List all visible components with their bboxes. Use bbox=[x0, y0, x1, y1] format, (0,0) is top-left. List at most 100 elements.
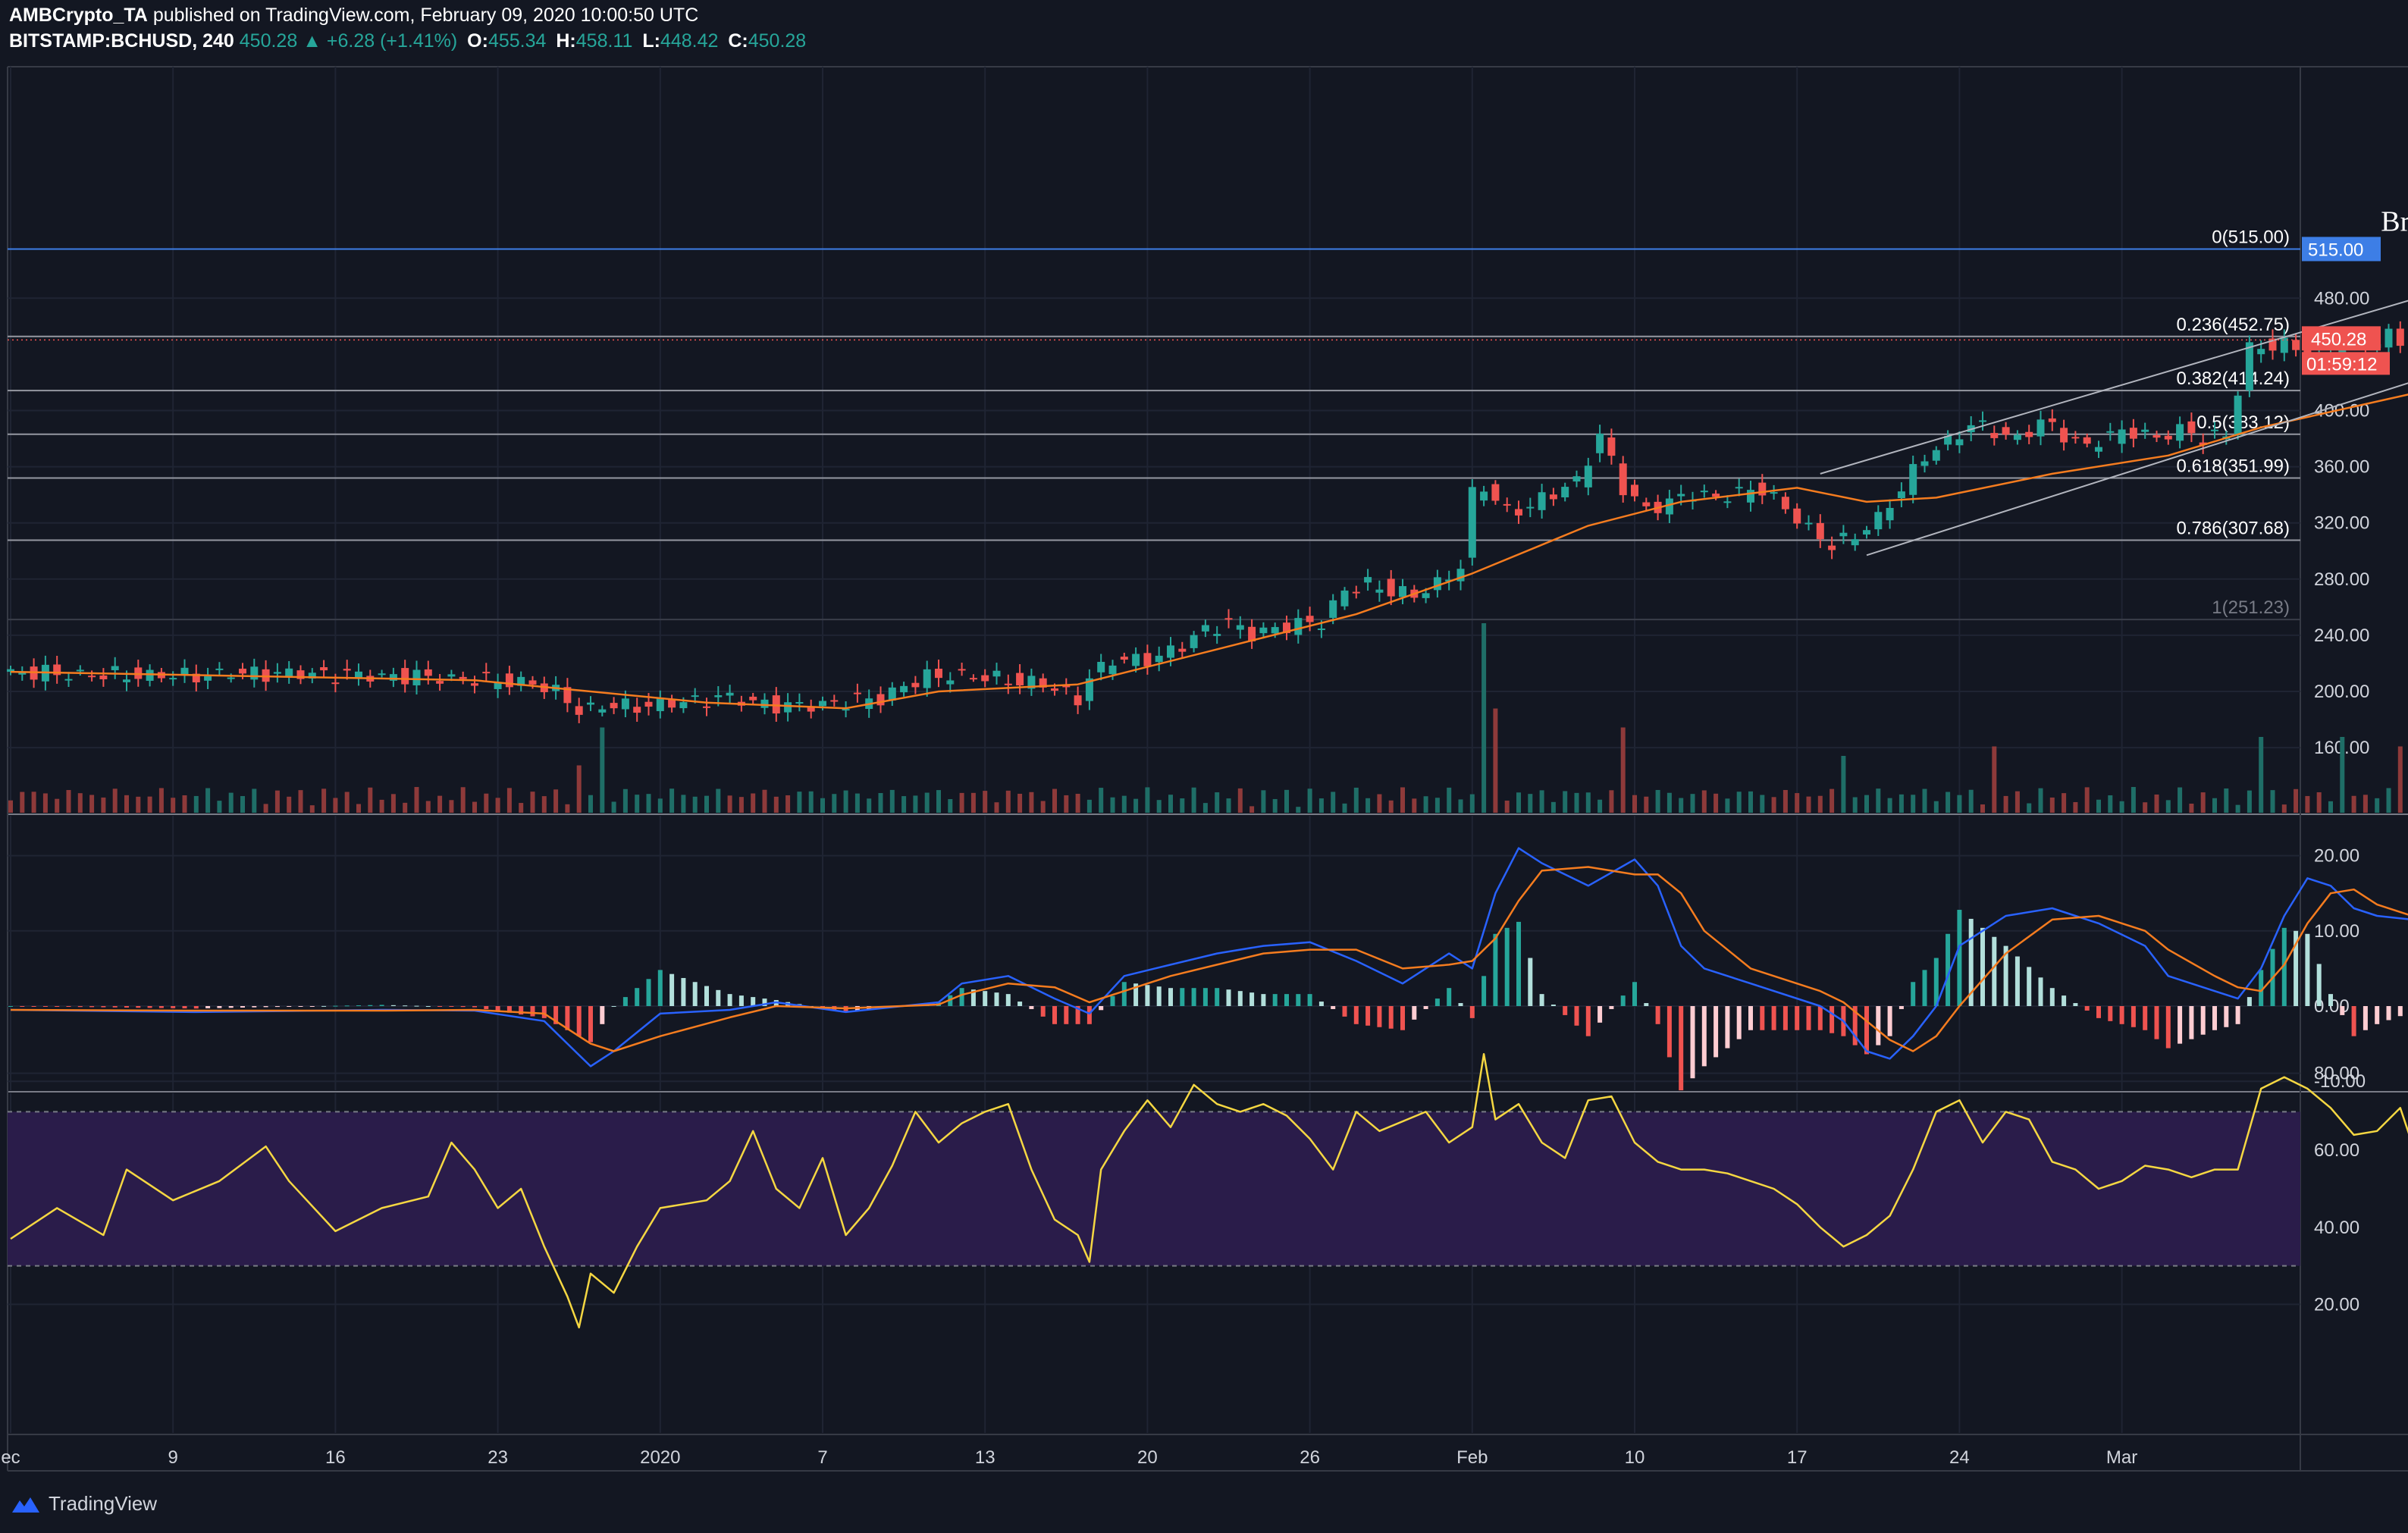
volume-bar bbox=[1748, 791, 1753, 813]
candle-body bbox=[1097, 661, 1105, 672]
candle-body bbox=[2106, 431, 2115, 433]
candle-body bbox=[1828, 545, 1836, 550]
volume-bar bbox=[1550, 801, 1556, 813]
macd-histogram-bar bbox=[1528, 958, 1533, 1006]
macd-histogram-bar bbox=[1458, 1003, 1463, 1006]
macd-histogram-bar bbox=[1736, 1006, 1742, 1039]
macd-histogram-bar bbox=[2305, 933, 2310, 1006]
candle-body bbox=[633, 707, 641, 713]
macd-histogram-bar bbox=[20, 1006, 25, 1007]
candle-body bbox=[64, 679, 73, 681]
footer-brand[interactable]: TradingView bbox=[49, 1492, 158, 1515]
macd-histogram-bar bbox=[1388, 1006, 1394, 1029]
volume-bar bbox=[1852, 797, 1858, 813]
candle-body bbox=[1747, 490, 1754, 503]
volume-bar bbox=[983, 791, 988, 813]
candle-body bbox=[1422, 593, 1430, 598]
candle-body bbox=[1781, 497, 1789, 509]
y-tick-label: 240.00 bbox=[2314, 625, 2369, 646]
volume-bar bbox=[1353, 787, 1359, 813]
macd-histogram-bar bbox=[1504, 927, 1510, 1006]
volume-bar bbox=[356, 804, 361, 813]
volume-bar bbox=[2200, 792, 2206, 813]
macd-histogram-bar bbox=[1550, 1005, 1556, 1006]
volume-bar bbox=[1597, 799, 1603, 813]
candle-body bbox=[1596, 434, 1604, 453]
macd-histogram-bar bbox=[994, 992, 999, 1006]
macd-histogram-bar bbox=[1922, 970, 1927, 1006]
volume-bar bbox=[1307, 788, 1312, 813]
candle-body bbox=[239, 668, 246, 674]
interval-label[interactable]: 240 bbox=[202, 30, 234, 52]
candle-body bbox=[2129, 428, 2137, 439]
volume-bar bbox=[1202, 803, 1208, 813]
candle-body bbox=[923, 669, 931, 688]
fib-level-label: 0(515.00) bbox=[2212, 227, 2290, 247]
candle-body bbox=[1642, 502, 1651, 506]
volume-bar bbox=[2015, 791, 2020, 813]
candle-body bbox=[308, 672, 316, 679]
candle-body bbox=[494, 682, 502, 689]
volume-bar bbox=[344, 792, 350, 813]
volume-bar bbox=[1632, 795, 1637, 813]
candle-body bbox=[296, 670, 305, 679]
candle-body bbox=[853, 692, 861, 694]
volume-bar bbox=[2294, 788, 2299, 813]
candle-body bbox=[1317, 629, 1325, 631]
macd-histogram-bar bbox=[1725, 1006, 1730, 1049]
volume-bar bbox=[646, 794, 651, 813]
volume-bar bbox=[321, 788, 327, 813]
macd-histogram-bar bbox=[600, 1006, 605, 1024]
volume-bar bbox=[2003, 795, 2008, 813]
candle-body bbox=[656, 698, 664, 711]
macd-histogram-bar bbox=[1968, 918, 1974, 1006]
macd-histogram-bar bbox=[1180, 988, 1185, 1006]
candle-body bbox=[471, 683, 478, 686]
macd-histogram-bar bbox=[449, 1006, 454, 1007]
symbol-label[interactable]: BITSTAMP:BCHUSD bbox=[9, 30, 193, 52]
volume-bar bbox=[1481, 623, 1487, 813]
candle-body bbox=[2176, 424, 2184, 441]
volume-bar bbox=[2131, 787, 2136, 813]
volume-bar bbox=[2340, 737, 2345, 813]
macd-histogram-bar bbox=[2062, 995, 2067, 1006]
volume-bar bbox=[889, 789, 895, 813]
macd-histogram-bar bbox=[147, 1006, 152, 1008]
volume-bar bbox=[484, 793, 489, 813]
x-tick-label: 7 bbox=[817, 1447, 827, 1468]
volume-bar bbox=[2305, 795, 2310, 813]
candle-body bbox=[749, 696, 757, 701]
volume-bar bbox=[1434, 798, 1440, 813]
macd-histogram-bar bbox=[228, 1006, 234, 1008]
volume-bar bbox=[588, 795, 593, 813]
volume-bar bbox=[1736, 792, 1742, 813]
macd-histogram-bar bbox=[1817, 1006, 1823, 1030]
macd-histogram-bar bbox=[1342, 1006, 1347, 1017]
candle-body bbox=[1433, 577, 1441, 591]
macd-histogram-bar bbox=[368, 1005, 373, 1006]
volume-bar bbox=[1447, 787, 1452, 813]
macd-histogram-bar bbox=[2294, 930, 2299, 1006]
candle-body bbox=[1294, 618, 1303, 635]
volume-bar bbox=[1075, 794, 1080, 813]
volume-bar bbox=[1400, 787, 1405, 813]
volume-bar bbox=[1771, 797, 1776, 813]
volume-bar bbox=[1156, 800, 1162, 813]
candle-body bbox=[1572, 476, 1581, 482]
candle-body bbox=[714, 694, 723, 698]
y-tick-label: 320.00 bbox=[2314, 513, 2369, 534]
candle-body bbox=[1027, 676, 1036, 689]
macd-histogram-bar bbox=[193, 1006, 199, 1009]
macd-histogram-bar bbox=[1412, 1006, 1417, 1020]
volume-bar bbox=[1968, 789, 1974, 813]
macd-histogram-bar bbox=[2027, 967, 2032, 1006]
volume-bar bbox=[1782, 789, 1788, 813]
macd-histogram-bar bbox=[2235, 1006, 2240, 1024]
macd-histogram-bar bbox=[2224, 1006, 2229, 1027]
macd-histogram-bar bbox=[1040, 1006, 1046, 1017]
publisher-name[interactable]: AMBCrypto_TA bbox=[9, 5, 148, 26]
volume-bar bbox=[924, 792, 930, 813]
candle-body bbox=[1271, 627, 1279, 634]
macd-histogram-bar bbox=[751, 997, 756, 1006]
